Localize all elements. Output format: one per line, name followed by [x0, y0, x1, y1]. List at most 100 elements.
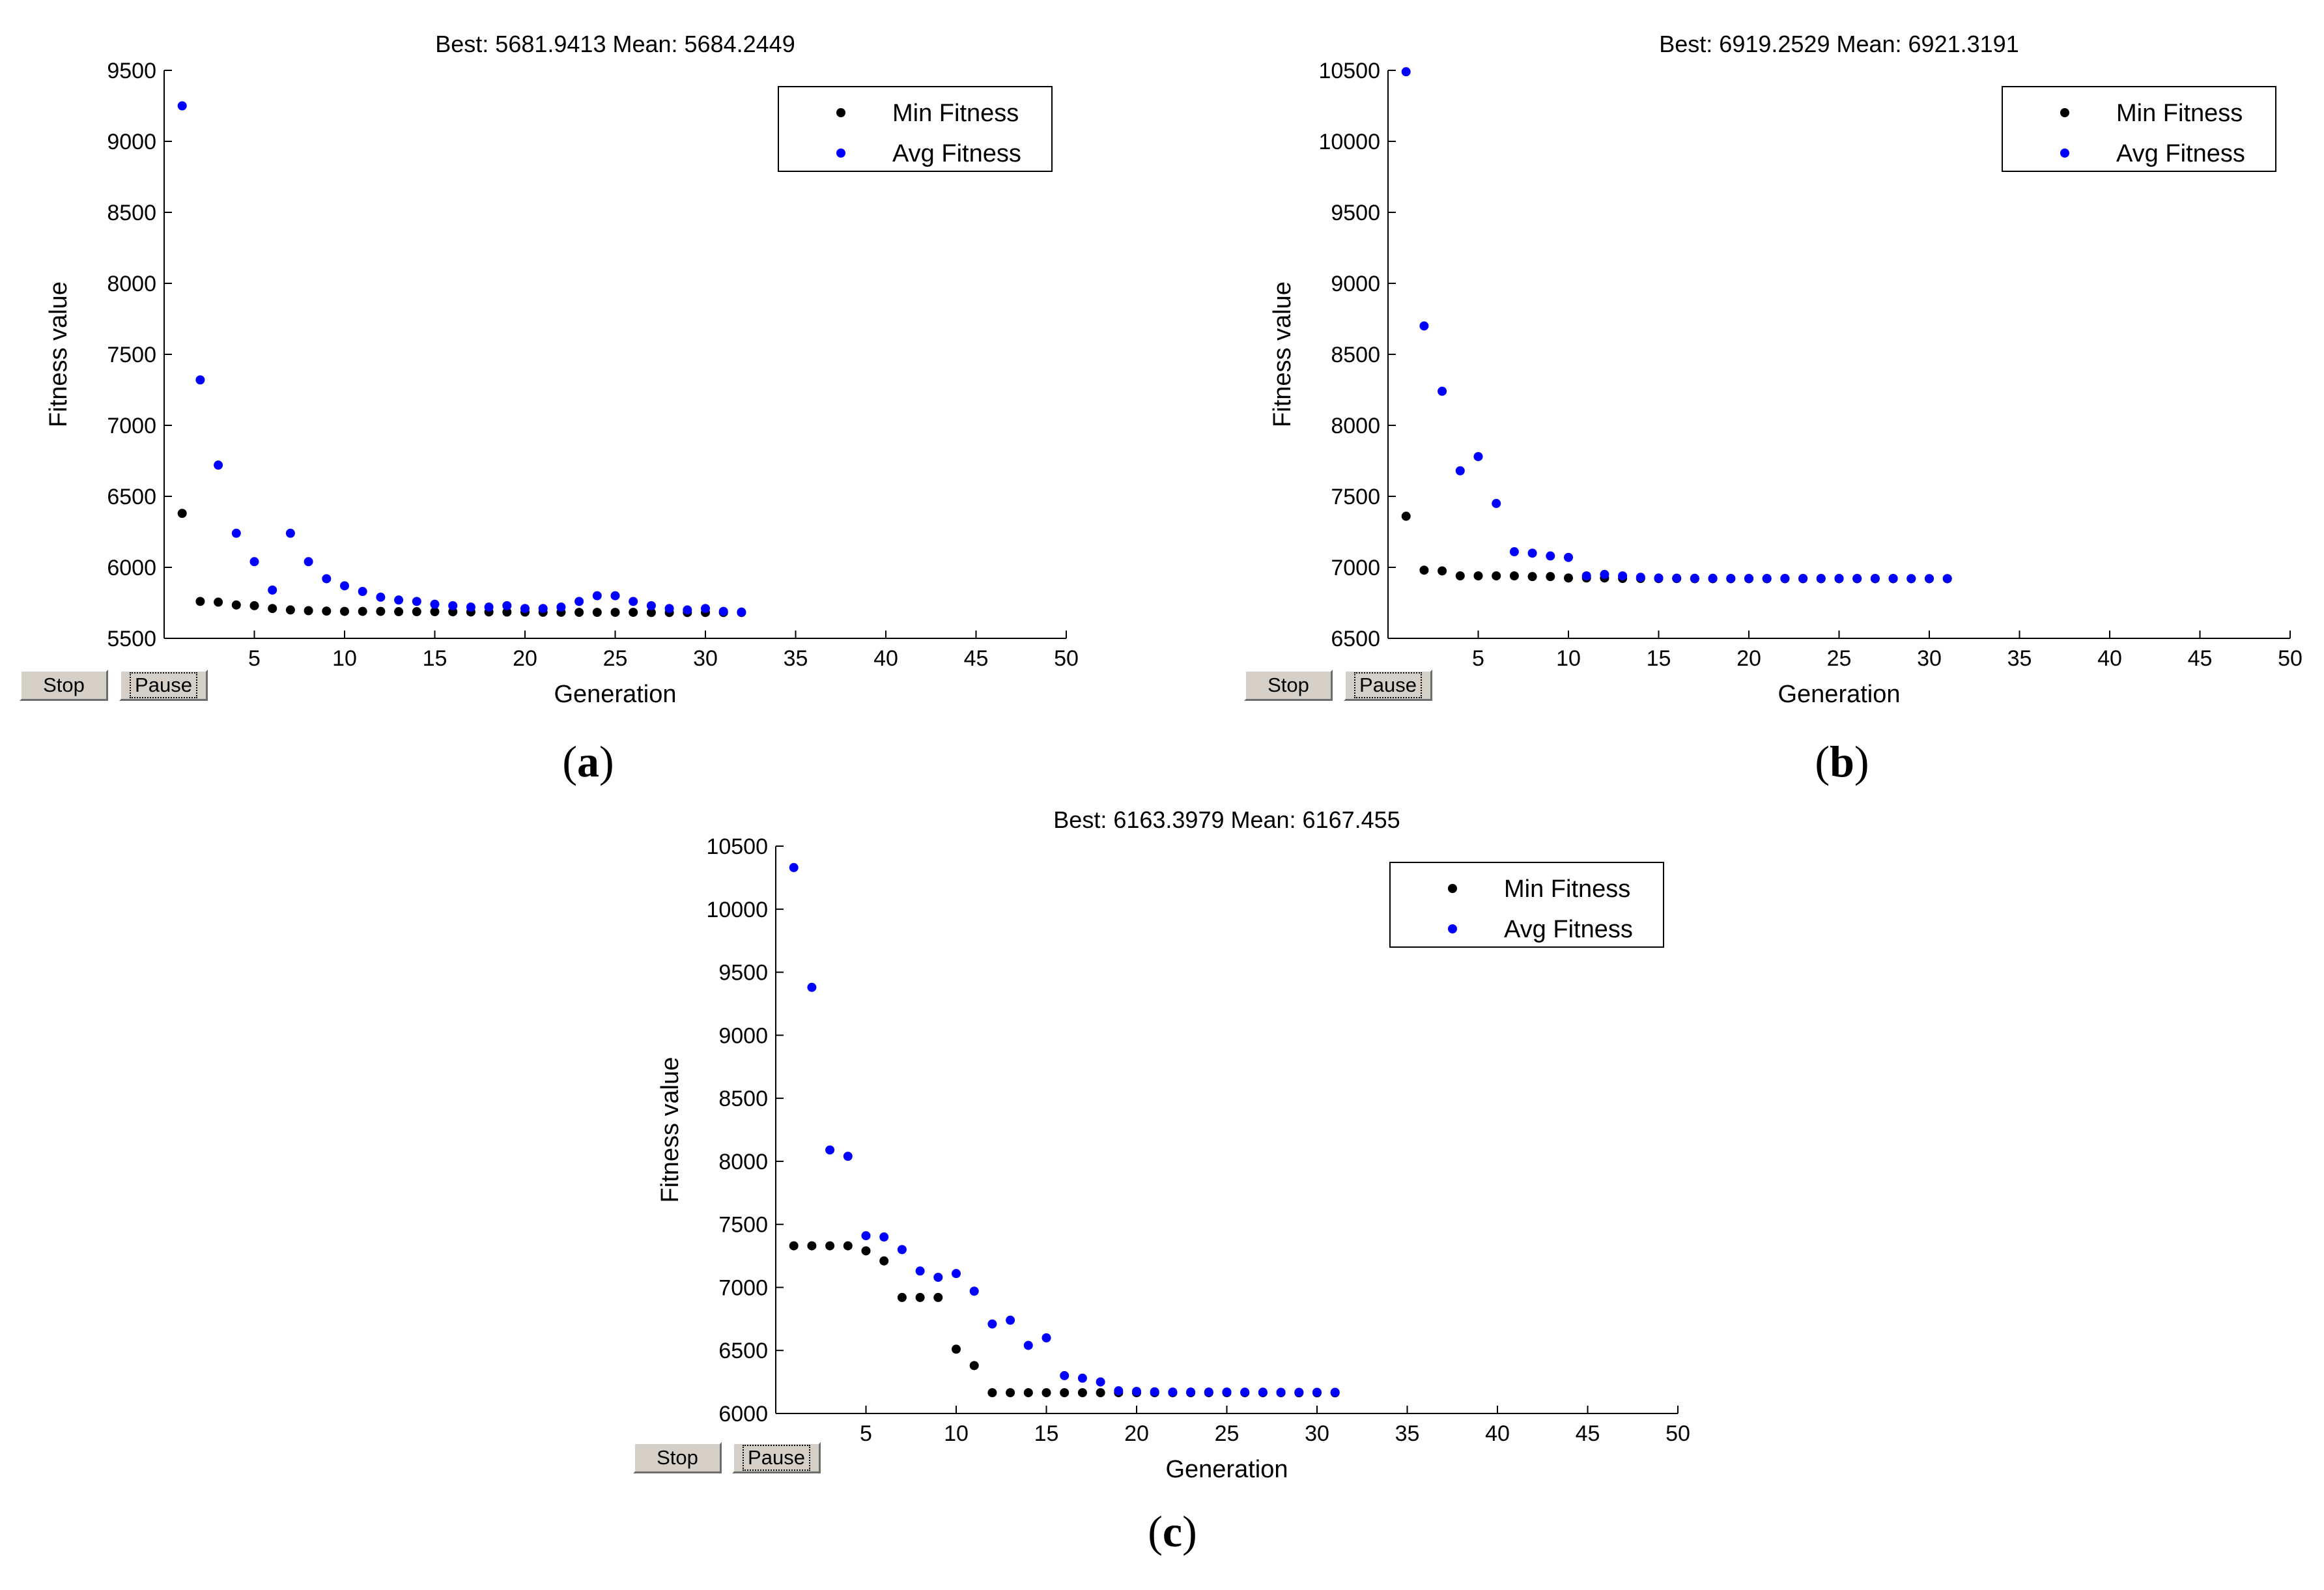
data-point: [1942, 574, 1952, 584]
data-point: [1870, 574, 1880, 584]
data-point: [1492, 571, 1501, 581]
stop-button[interactable]: Stop: [1244, 670, 1333, 701]
data-point: [592, 591, 602, 601]
data-point: [897, 1245, 907, 1255]
data-point: [195, 597, 205, 606]
data-point: [195, 375, 205, 385]
data-point: [718, 606, 728, 616]
data-point: [1168, 1387, 1178, 1397]
x-tick-label: 45: [2188, 646, 2213, 671]
data-point: [376, 606, 386, 616]
data-point: [1419, 565, 1429, 575]
data-point: [1438, 386, 1447, 396]
pause-button[interactable]: Pause: [1344, 670, 1432, 701]
data-point: [664, 604, 674, 614]
data-point: [520, 604, 530, 614]
legend-entry: Avg Fitness: [892, 140, 1021, 167]
legend-entry: Avg Fitness: [1504, 916, 1633, 943]
x-tick-label: 30: [1917, 646, 1942, 671]
legend-entry: Avg Fitness: [2116, 140, 2245, 167]
data-point: [683, 605, 692, 615]
data-point: [1401, 67, 1411, 77]
data-point: [1852, 574, 1862, 584]
data-point: [1492, 498, 1501, 508]
y-tick-label: 7500: [1331, 485, 1380, 509]
legend: Min Fitness Avg Fitness: [778, 86, 1053, 172]
data-point: [304, 606, 313, 616]
data-point: [737, 607, 746, 617]
data-point: [897, 1292, 907, 1302]
x-axis-label: Generation: [1165, 1456, 1288, 1483]
data-point: [249, 557, 259, 567]
data-point: [987, 1388, 997, 1398]
y-tick-label: 8000: [718, 1150, 768, 1174]
data-point: [1023, 1341, 1033, 1350]
y-axis-label: Fitness value: [657, 1057, 684, 1203]
data-point: [249, 601, 259, 610]
data-point: [1816, 574, 1826, 584]
x-tick-label: 50: [2278, 646, 2303, 671]
chart-c: Best: 6163.3979 Mean: 6167.455 5 10 15 20 25 3…: [657, 806, 1690, 1483]
data-point: [177, 101, 187, 111]
data-point: [879, 1232, 889, 1242]
data-point: [1006, 1388, 1015, 1398]
x-tick-label: 20: [1736, 646, 1761, 671]
data-point: [376, 592, 386, 602]
data-point: [412, 607, 421, 617]
stop-button[interactable]: Stop: [633, 1442, 722, 1473]
data-point: [1096, 1388, 1105, 1398]
x-tick-label: 30: [693, 646, 718, 671]
stop-button-label: Stop: [657, 1446, 698, 1469]
data-point: [1762, 574, 1772, 584]
data-point: [701, 604, 710, 614]
legend-entry: Min Fitness: [1504, 875, 1630, 903]
y-tick-label: 9000: [718, 1023, 768, 1048]
chart-b: Best: 6919.2529 Mean: 6921.3191 5 10 15 20 25…: [1269, 31, 2303, 708]
data-point: [177, 509, 187, 518]
data-point: [502, 607, 512, 617]
panel-label-c: (c): [1148, 1507, 1197, 1556]
x-tick-label: 45: [964, 646, 989, 671]
data-point: [807, 1241, 817, 1251]
data-point: [358, 606, 367, 616]
data-point: [825, 1145, 835, 1155]
data-point: [1473, 571, 1483, 581]
x-tick-label: 30: [1305, 1421, 1329, 1446]
legend-entry: Min Fitness: [2116, 100, 2243, 127]
data-point: [1564, 552, 1573, 562]
data-point: [448, 601, 458, 610]
chart-panel-a: Best: 5681.9413 Mean: 5684.2449 5 10 15 20 25…: [0, 0, 1162, 795]
data-point: [1132, 1387, 1141, 1397]
pause-button[interactable]: Pause: [119, 670, 208, 701]
data-point: [231, 528, 241, 538]
data-point: [1636, 573, 1645, 582]
pause-button[interactable]: Pause: [732, 1442, 821, 1473]
y-tick-label: 6500: [718, 1339, 768, 1363]
data-point: [1186, 1387, 1196, 1397]
data-point: [1042, 1333, 1051, 1342]
data-point: [304, 557, 313, 567]
data-point: [861, 1246, 871, 1256]
data-point: [430, 599, 440, 609]
data-point: [556, 603, 566, 612]
legend-marker: [836, 108, 845, 117]
data-point: [915, 1292, 925, 1302]
legend-marker: [1448, 924, 1457, 933]
chart-panel-b: Best: 6919.2529 Mean: 6921.3191 5 10 15 20 25…: [1225, 0, 2324, 795]
data-point: [879, 1256, 889, 1266]
stop-button-label: Stop: [43, 674, 85, 696]
data-point: [1077, 1388, 1087, 1398]
data-point: [610, 608, 620, 618]
x-tick-label: 15: [423, 646, 447, 671]
y-tick-label: 10000: [706, 898, 768, 922]
x-tick-label: 25: [1827, 646, 1852, 671]
stop-button[interactable]: Stop: [20, 670, 108, 701]
pause-button-label: Pause: [1354, 672, 1422, 698]
data-point: [915, 1266, 925, 1276]
x-tick-label: 10: [1556, 646, 1581, 671]
x-tick-label: 15: [1647, 646, 1671, 671]
y-tick-label: 8000: [1331, 414, 1380, 438]
data-point: [1419, 321, 1429, 331]
data-point: [1546, 551, 1555, 561]
chart-a: Best: 5681.9413 Mean: 5684.2449 5 10 15 20 25…: [45, 31, 1079, 708]
